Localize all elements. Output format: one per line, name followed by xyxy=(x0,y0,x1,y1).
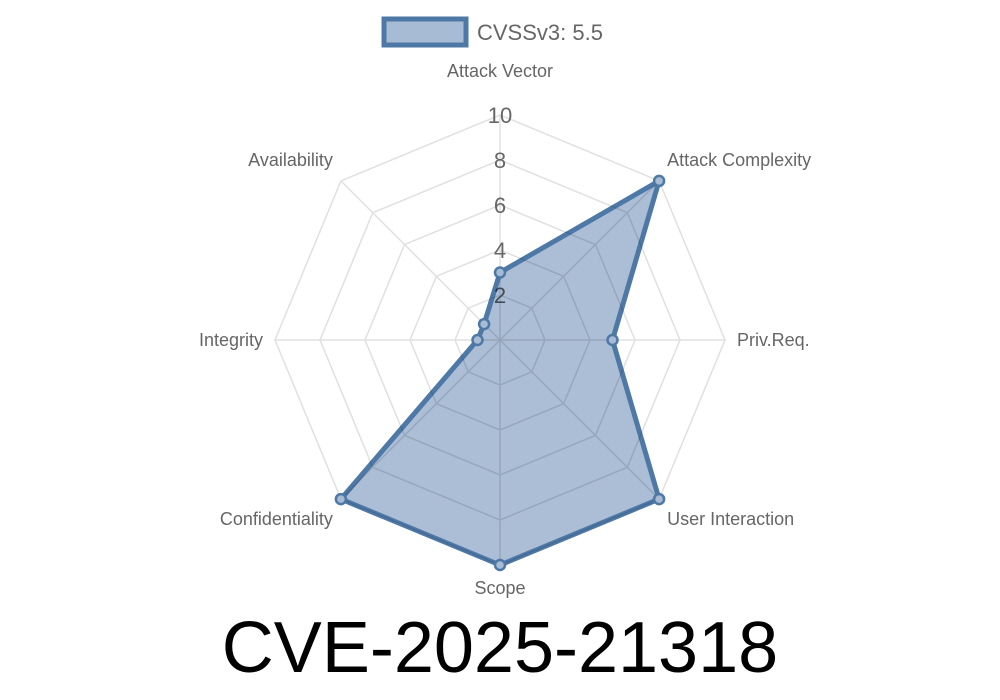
axis-labels: Attack Vector Attack Complexity Priv.Req. U… xyxy=(199,61,811,598)
axis-label: Availability xyxy=(248,150,333,170)
data-point[interactable] xyxy=(334,492,348,506)
tick-label: 4 xyxy=(494,238,506,263)
axis-label: User Interaction xyxy=(667,509,794,529)
legend-swatch xyxy=(381,16,469,48)
legend[interactable]: CVSSv3: 5.5 xyxy=(381,16,603,48)
grid-spoke xyxy=(340,180,501,341)
tick-label: 6 xyxy=(494,193,506,218)
axis-label: Integrity xyxy=(199,330,263,350)
data-point[interactable] xyxy=(652,492,666,506)
axis-label: Attack Complexity xyxy=(667,150,811,170)
data-point[interactable] xyxy=(493,266,507,279)
legend-label: CVSSv3: 5.5 xyxy=(477,20,603,45)
data-point[interactable] xyxy=(606,333,619,347)
series xyxy=(334,174,666,572)
axis-label: Attack Vector xyxy=(447,61,553,81)
axis-label: Priv.Req. xyxy=(737,330,810,350)
data-point[interactable] xyxy=(471,333,484,347)
data-point[interactable] xyxy=(493,558,507,572)
data-point[interactable] xyxy=(652,174,666,188)
tick-label: 10 xyxy=(488,103,512,128)
chart-title: CVE-2025-21318 xyxy=(221,608,779,688)
axis-label: Scope xyxy=(474,578,525,598)
axis-label: Confidentiality xyxy=(220,509,333,529)
data-point[interactable] xyxy=(477,317,491,331)
tick-label: 8 xyxy=(494,148,506,173)
